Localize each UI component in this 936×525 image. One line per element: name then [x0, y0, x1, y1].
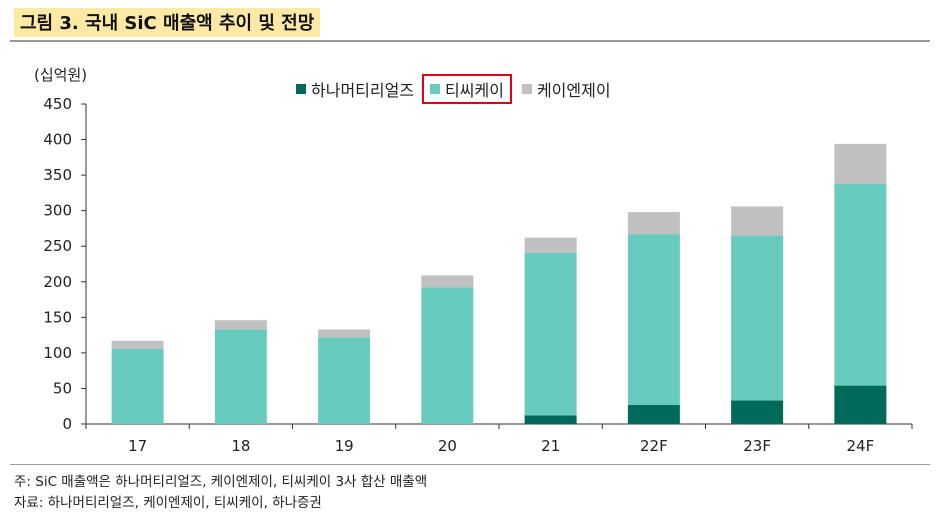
bar-segment-18-2	[214, 320, 267, 330]
bar-segment-17-1	[111, 348, 164, 424]
x-tick-label-22F: 22F	[640, 437, 668, 455]
bar-segment-21-0	[524, 415, 577, 424]
y-tick-label: 150	[43, 308, 72, 326]
x-tick-label-21: 21	[541, 437, 560, 455]
x-tick-label-18: 18	[231, 437, 250, 455]
x-tick-label-19: 19	[335, 437, 354, 455]
figure-title: 그림 3. 국내 SiC 매출액 추이 및 전망	[14, 8, 321, 37]
title-divider	[10, 40, 930, 42]
bar-segment-23F-0	[731, 400, 784, 424]
legend-label-knj: 케이엔제이	[536, 81, 611, 100]
legend-swatch-knj	[521, 84, 532, 94]
x-tick-label-17: 17	[128, 437, 147, 455]
bar-segment-17-2	[111, 340, 164, 349]
legend-item-tck: 티씨케이	[422, 74, 512, 104]
bar-segment-23F-1	[731, 235, 784, 401]
footnote-source: 자료: 하나머티리얼즈, 케이엔제이, 티씨케이, 하나증권	[14, 495, 322, 511]
bar-segment-20-1	[421, 287, 474, 424]
bar-segment-24F-2	[834, 143, 887, 184]
footnote-note: 주: SiC 매출액은 하나머티리얼즈, 케이엔제이, 티씨케이 3사 합산 매…	[14, 474, 428, 490]
bar-segment-21-2	[524, 237, 577, 253]
x-tick-label-24F: 24F	[847, 437, 875, 455]
y-tick-label: 200	[43, 273, 72, 291]
y-tick-label: 450	[43, 95, 72, 113]
notes-divider	[10, 464, 930, 465]
bar-segment-19-1	[318, 337, 371, 424]
chart-bars	[111, 143, 887, 424]
bar-segment-23F-2	[731, 206, 784, 236]
bar-segment-22F-0	[627, 404, 680, 424]
bar-segment-21-1	[524, 252, 577, 416]
bar-segment-19-2	[318, 329, 371, 338]
x-tick-label-23F: 23F	[743, 437, 771, 455]
chart-axes	[81, 103, 913, 429]
chart-legend: 하나머티리얼즈 티씨케이 케이엔제이	[296, 74, 627, 104]
y-axis-unit-label: (십억원)	[34, 66, 88, 84]
footnotes: 주: SiC 매출액은 하나머티리얼즈, 케이엔제이, 티씨케이 3사 합산 매…	[14, 472, 427, 514]
bar-segment-22F-2	[627, 212, 680, 235]
legend-swatch-tck	[430, 84, 441, 94]
legend-item-knj: 케이엔제이	[521, 77, 611, 101]
bar-segment-18-1	[214, 329, 267, 424]
legend-label-tck: 티씨케이	[445, 81, 504, 100]
x-tick-label-20: 20	[438, 437, 457, 455]
y-tick-label: 350	[43, 166, 72, 184]
bar-segment-24F-0	[834, 385, 887, 424]
legend-swatch-hana	[296, 84, 306, 94]
y-tick-label: 250	[43, 237, 72, 255]
legend-item-hana: 하나머티리얼즈	[296, 77, 414, 101]
y-tick-label: 300	[43, 202, 72, 220]
legend-label-hana: 하나머티리얼즈	[311, 81, 415, 100]
y-tick-label: 50	[53, 379, 72, 397]
bar-segment-20-2	[421, 275, 474, 288]
bar-segment-24F-1	[834, 183, 887, 386]
y-tick-label: 400	[43, 131, 72, 149]
y-tick-label: 100	[43, 344, 72, 362]
chart-tick-labels: 0 50 100 150 200 250 300 350 400 450 17 18 19 20 21 22F…	[43, 95, 874, 455]
y-tick-label: 0	[62, 415, 72, 433]
bar-segment-22F-1	[627, 234, 680, 405]
